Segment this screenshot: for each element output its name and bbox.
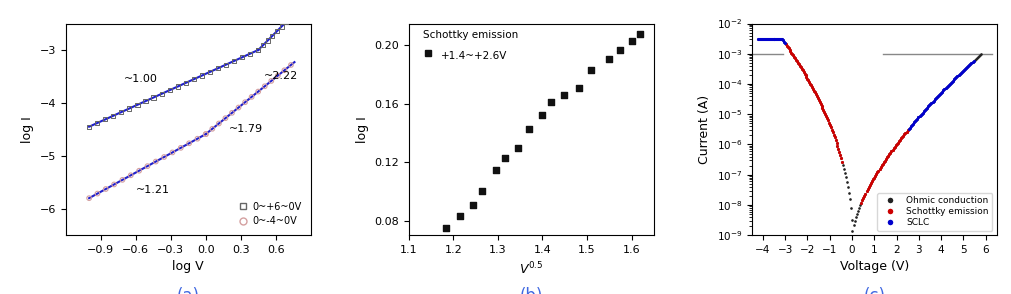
Point [217,116,234,121]
Point [105,113,121,118]
Point [234,55,250,60]
Text: ~1.21: ~1.21 [135,185,170,195]
Point [474,189,490,194]
Point [81,124,97,129]
Point [173,146,189,150]
Point [129,102,146,107]
Point [582,68,599,73]
Point [623,39,639,44]
Point [209,66,225,71]
Point [178,81,194,85]
Point [154,91,170,96]
Point [264,34,280,38]
Point [113,110,129,114]
Point [122,173,139,178]
Point [137,99,154,103]
Point [204,126,220,131]
Text: Schottky emission: Schottky emission [423,30,519,40]
Point [496,156,513,160]
Point [250,89,266,94]
Text: (a): (a) [177,287,199,294]
Point [225,59,242,63]
Point [283,63,299,67]
Point [465,202,481,207]
Point [571,85,587,90]
Point [217,62,234,67]
Point [148,159,164,164]
Point [259,38,275,43]
Text: (c): (c) [862,287,885,294]
Point [269,29,285,34]
Point [270,73,286,78]
Point [140,164,156,168]
Point [237,100,253,105]
Point [534,113,550,118]
Point [121,106,137,111]
Point [181,141,197,146]
Point [273,24,289,29]
Point [201,70,217,74]
Text: +1.4~+2.6V: +1.4~+2.6V [440,51,507,61]
Point [98,187,114,191]
Legend: 0~+6~0V, 0~-4~0V: 0~+6~0V, 0~-4~0V [234,198,305,230]
Point [223,111,240,115]
Point [244,95,260,99]
Point [632,31,648,36]
Point [510,145,526,150]
Point [162,88,178,93]
Point [250,48,266,52]
X-axis label: $V^{0.5}$: $V^{0.5}$ [519,260,543,277]
Point [89,191,105,196]
Point [170,84,186,89]
Y-axis label: log I: log I [356,116,368,143]
Point [242,51,258,56]
Point [612,47,628,52]
Point [231,105,247,110]
Point [197,132,213,136]
Point [543,100,559,105]
Point [487,167,503,172]
Point [194,73,210,78]
Point [210,121,226,126]
Y-axis label: log I: log I [21,116,34,143]
Point [601,56,617,61]
Text: ~1.00: ~1.00 [124,74,158,84]
Point [276,68,292,73]
Point [114,178,130,182]
Point [263,78,279,83]
Text: ~2.22: ~2.22 [264,71,298,81]
Text: (b): (b) [519,287,543,294]
Point [197,132,213,136]
Point [106,182,122,187]
Point [164,150,180,155]
Point [257,84,273,88]
Point [556,93,572,97]
Point [189,136,205,141]
Point [437,225,453,230]
Text: ~1.79: ~1.79 [228,124,263,134]
Legend: Ohmic conduction, Schottky emission, SCLC: Ohmic conduction, Schottky emission, SCL… [877,193,992,231]
Point [186,77,202,81]
Point [130,168,147,173]
Point [81,196,97,201]
Point [521,126,537,131]
Point [283,15,299,19]
Point [156,155,172,159]
Point [89,121,105,126]
Point [278,19,294,24]
Y-axis label: Current (A): Current (A) [698,95,711,164]
Point [97,117,113,122]
X-axis label: log V: log V [172,260,204,273]
X-axis label: Voltage (V): Voltage (V) [839,260,908,273]
Point [452,214,468,218]
Point [146,95,162,100]
Point [255,43,271,48]
Point [250,48,266,52]
